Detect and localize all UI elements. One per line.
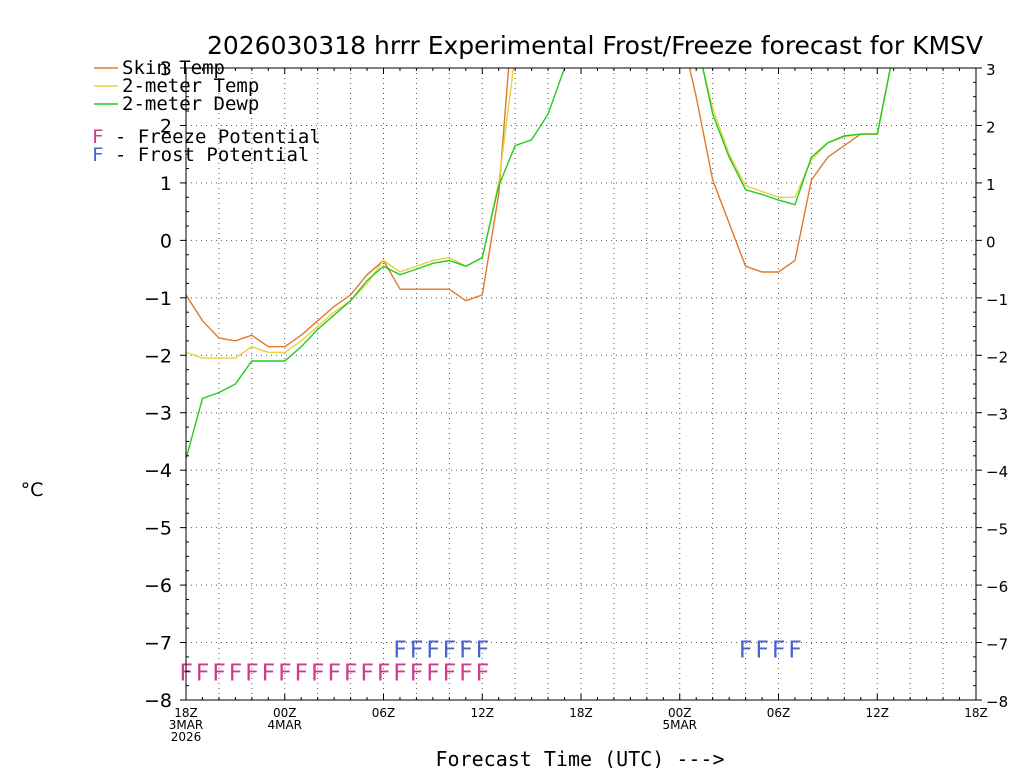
freeze-potential-marker: F [294,661,308,687]
potential-markers: F F F F F F F F F FF F F F F F F F F F F F F F F F F F F [179,638,802,687]
x-tick-label: 12Z [866,706,890,720]
y-tick-label-left: −1 [144,288,172,310]
y-tick-label-left: 0 [160,230,172,252]
freeze-potential-marker: F [245,661,259,687]
y-tick-label-left: −7 [144,633,172,655]
frost-potential-marker: F [426,638,440,664]
frost-potential-marker: F [755,638,769,664]
freeze-potential-marker: F [311,661,325,687]
frost-potential-marker: F [409,638,423,664]
freeze-potential-marker: F [360,661,374,687]
frost-potential-marker: F [772,638,786,664]
y-tick-label-right: 2 [986,118,996,136]
y-tick-label-right: 1 [986,176,996,194]
chart-title: 2026030318 hrrr Experimental Frost/Freez… [207,31,983,60]
legend-label: 2-meter Dewp [122,93,259,115]
axes: −8 −8 −7 −7 −6 −6 −5 −5 −4 −4 −3 −3 −2 −2 −1 −1 0 0 1 1 2 2 3 3… [144,58,1008,744]
legend-potential-label: F - Frost Potential [92,144,309,166]
freeze-potential-marker: F [426,661,440,687]
legend-potential-label: F - Freeze Potential [92,126,321,148]
y-tick-label-left: −4 [144,460,172,482]
freeze-potential-marker: F [327,661,341,687]
frost-potential-marker: F [475,638,489,664]
series-line-skin-temp [186,68,892,348]
legend-label: Skin Temp [122,57,225,79]
y-tick-label-left: 1 [160,173,172,195]
x-axis-label: Forecast Time (UTC) ---> [436,747,725,768]
y-tick-label-right: −5 [986,521,1008,539]
y-tick-label-left: −8 [144,690,172,712]
y-tick-label-right: −2 [986,348,1008,366]
freeze-potential-marker: F [459,661,473,687]
y-tick-label-right: −4 [986,463,1008,481]
frost-potential-marker: F [442,638,456,664]
y-tick-label-left: −3 [144,403,172,425]
series-lines [186,68,892,459]
y-tick-label-right: −8 [986,693,1008,711]
frost-potential-marker: F [788,638,802,664]
frost-potential-marker: F [393,638,407,664]
legend-label: 2-meter Temp [122,75,259,97]
freeze-potential-marker: F [228,661,242,687]
freeze-potential-marker: F [442,661,456,687]
y-tick-label-right: −3 [986,406,1008,424]
y-tick-label-right: −7 [986,636,1008,654]
freeze-potential-marker: F [344,661,358,687]
frost-potential-marker: F [739,638,753,664]
grid [186,68,976,700]
y-tick-label-left: −6 [144,575,172,597]
y-tick-label-left: −5 [144,518,172,540]
x-tick-label: 06Z [767,706,791,720]
series-line-2-meter-dewp [186,68,892,459]
y-tick-label-right: 3 [986,61,996,79]
x-tick-label: 2026 [171,730,202,744]
y-tick-label-left: −2 [144,345,172,367]
freeze-potential-marker: F [212,661,226,687]
x-tick-label: 00Z [668,706,692,720]
freeze-potential-marker: F [278,661,292,687]
y-axis-label: °C [21,479,44,501]
y-tick-label-right: −6 [986,578,1008,596]
x-tick-label: 4MAR [267,718,302,732]
x-tick-label: 5MAR [662,718,697,732]
y-tick-label-left: 3 [160,58,172,80]
x-tick-label: 3MAR [169,718,204,732]
freeze-potential-marker: F [409,661,423,687]
freeze-potential-marker: F [261,661,275,687]
x-tick-label: 18Z [569,706,593,720]
series-line-2-meter-temp [186,68,892,359]
x-tick-label: 06Z [372,706,396,720]
y-tick-label-left: 2 [160,115,172,137]
y-tick-label-right: 0 [986,233,996,251]
freeze-potential-marker: F [196,661,210,687]
freeze-potential-marker: F [377,661,391,687]
x-tick-label: 12Z [471,706,495,720]
y-tick-label-right: −1 [986,291,1008,309]
x-tick-label: 18Z [174,706,198,720]
freeze-potential-marker: F [393,661,407,687]
frost-potential-marker: F [459,638,473,664]
x-tick-label: 18Z [964,706,988,720]
x-tick-label: 00Z [273,706,297,720]
freeze-potential-marker: F [475,661,489,687]
